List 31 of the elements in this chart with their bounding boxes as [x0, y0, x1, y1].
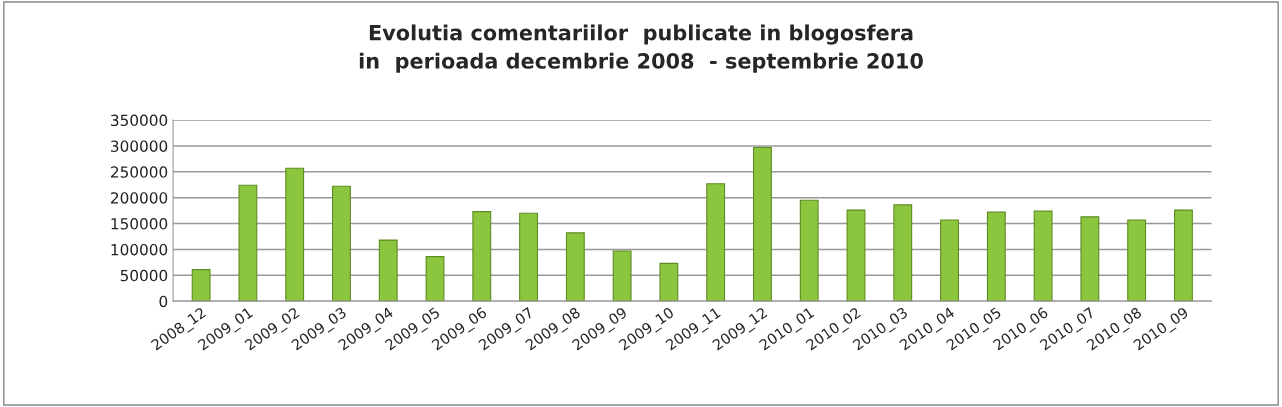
y-tick-label: 200000: [111, 192, 168, 204]
y-tick-label: 100000: [111, 243, 168, 256]
bar: [378, 239, 398, 302]
bar: [1127, 219, 1147, 302]
bar: [986, 211, 1006, 302]
bar: [846, 209, 866, 302]
bar: [659, 262, 679, 302]
bar: [285, 167, 305, 302]
bar: [706, 183, 726, 302]
bar: [332, 185, 351, 302]
y-tick-label: 50000: [120, 269, 168, 282]
bar: [753, 146, 772, 302]
bar: [612, 250, 632, 302]
bar: [1080, 216, 1100, 302]
y-tick-label: 300000: [111, 140, 168, 152]
bar: [799, 199, 819, 302]
bar: [893, 204, 913, 302]
bar: [425, 256, 445, 302]
y-tick-label: 0: [159, 295, 168, 308]
y-tick-label: 150000: [111, 218, 168, 230]
bar: [940, 219, 959, 302]
bar: [565, 232, 585, 302]
y-tick-label: 350000: [111, 114, 168, 127]
y-tick-label: 250000: [111, 166, 168, 178]
bar: [472, 211, 492, 302]
bar: [191, 269, 211, 302]
chart-title: Evolutia comentariilor publicate in blogosfera in perioada decembrie 2008 - septembrie 2010: [359, 24, 923, 73]
bar: [1173, 209, 1193, 302]
bar: [238, 184, 258, 302]
bar: [1033, 210, 1053, 302]
bar: [519, 212, 539, 302]
